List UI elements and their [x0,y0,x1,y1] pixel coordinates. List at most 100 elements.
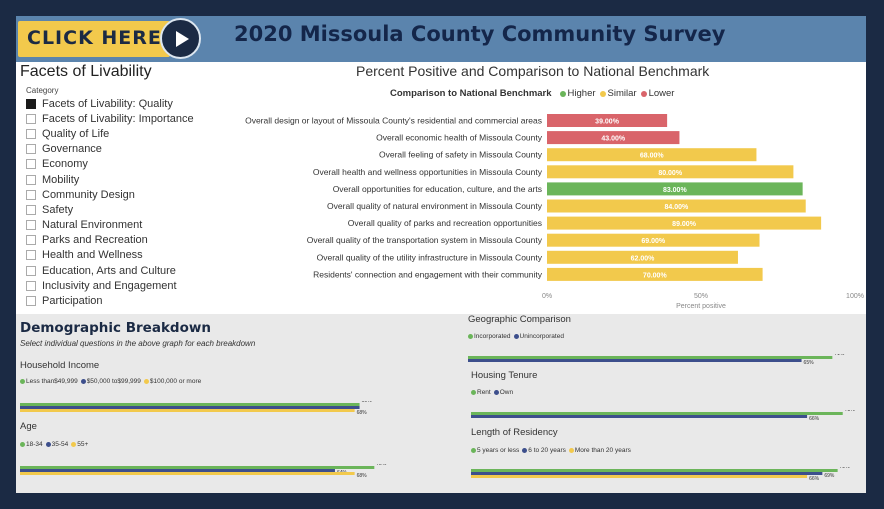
bar[interactable] [471,472,823,475]
filter-checkbox[interactable] [26,220,36,231]
filter-option-label: Mobility [42,173,80,186]
filter-option[interactable]: Natural Environment [26,218,194,233]
legend-swatch [471,448,476,453]
filter-option-label: Quality of Life [42,127,110,140]
bar-value-label: 83.00% [663,187,688,194]
bar[interactable] [547,131,680,145]
filter-option[interactable]: Parks and Recreation [26,233,194,248]
legend-label[interactable]: Own [499,389,514,396]
filter-checkbox[interactable] [26,296,36,307]
residency-title: Length of Residency [471,427,558,438]
bar-value-label: 69% [824,473,835,479]
filter-option[interactable]: Facets of Livability: Quality [26,96,194,111]
bar-value-label: 66% [809,476,820,482]
bar[interactable] [20,403,360,406]
legend-swatch [493,390,499,395]
bar-value-label: 69.00% [641,238,666,245]
filter-checkbox[interactable] [26,265,36,276]
legend-label[interactable]: Less than$49,999 [26,378,78,385]
legend-swatch [568,448,574,453]
bar[interactable] [471,469,838,472]
legend-label[interactable]: $50,000 to$99,999 [86,378,141,385]
income-title: Household Income [20,360,100,371]
filter-option[interactable]: Safety [26,202,194,217]
bar[interactable] [468,359,802,362]
legend-label[interactable]: Unincorporated [519,333,564,340]
legend-swatch [522,448,528,453]
bar[interactable] [547,199,806,213]
bar[interactable] [20,472,355,475]
filter-option[interactable]: Health and Wellness [26,248,194,263]
bar[interactable] [20,469,335,472]
legend-higher-label[interactable]: Higher [567,88,596,99]
filter-option[interactable]: Facets of Livability: Importance [26,111,194,126]
filter-checkbox[interactable] [26,98,36,109]
legend-swatch [513,334,519,339]
category-label: Overall opportunities for education, cul… [333,184,542,194]
bar[interactable] [20,409,355,412]
bar-value-label: 73% [845,410,856,413]
bar[interactable] [547,182,803,196]
bar[interactable] [547,148,757,162]
bar-value-label: 68% [357,410,368,416]
filter-option-label: Economy [42,158,88,171]
filter-checkbox[interactable] [26,128,36,139]
bar[interactable] [471,475,808,478]
age-bar-chart: 72%64%68% [20,464,387,479]
filter-checkbox[interactable] [26,174,36,185]
bar-value-label: 89.00% [672,221,697,228]
bar[interactable] [547,233,760,247]
legend-swatch [45,442,51,447]
bar[interactable] [547,165,794,179]
filter-checkbox[interactable] [26,144,36,155]
filter-option[interactable]: Mobility [26,172,194,187]
filter-option[interactable]: Education, Arts and Culture [26,263,194,278]
filter-checkbox[interactable] [26,113,36,124]
legend-label[interactable]: Incorporated [474,333,511,340]
bar[interactable] [20,466,375,469]
residency-bar-chart: 72% 69% 66% [471,467,851,482]
category-label: Residents' connection and engagement wit… [313,269,543,279]
bar[interactable] [471,412,843,415]
legend-label[interactable]: 18-34 [26,441,43,448]
filter-option[interactable]: Participation [26,293,194,308]
bar[interactable] [547,267,763,281]
click-here-button[interactable]: CLICK HERE [18,21,170,57]
legend-label[interactable]: 6 to 20 years [528,447,566,454]
filter-option[interactable]: Economy [26,157,194,172]
legend-label[interactable]: More than 20 years [574,447,631,454]
legend-label[interactable]: Rent [477,389,491,396]
filter-checkbox[interactable] [26,189,36,200]
filter-checkbox[interactable] [26,204,36,215]
filter-checkbox[interactable] [26,280,36,291]
bar-value-label: 72% [840,467,851,470]
bar-value-label: 68% [357,473,368,479]
legend-similar-label[interactable]: Similar [607,88,637,99]
category-label: Overall quality of parks and recreation … [348,218,542,228]
filter-option-label: Community Design [42,188,135,201]
bar[interactable] [468,356,833,359]
category-label: Overall feeling of safety in Missoula Co… [379,150,543,160]
legend-lower-label[interactable]: Lower [648,88,675,99]
filter-option[interactable]: Community Design [26,187,194,202]
play-icon[interactable] [160,18,201,59]
filter-option[interactable]: Inclusivity and Engagement [26,278,194,293]
legend-label[interactable]: 5 years or less [477,447,520,454]
filter-checkbox[interactable] [26,159,36,170]
legend-label[interactable]: 35-54 [51,441,69,448]
legend-label[interactable]: $100,000 or more [149,378,202,385]
filter-checkbox[interactable] [26,250,36,261]
bar[interactable] [471,415,808,418]
filter-option[interactable]: Quality of Life [26,126,194,141]
filter-option[interactable]: Governance [26,142,194,157]
geo-bar-chart: 71% 65% [468,354,845,366]
legend-swatch [80,379,86,384]
filter-checkbox[interactable] [26,235,36,246]
bar-value-label: 72% [376,464,387,467]
legend-label[interactable]: 55+ [77,441,89,448]
category-filter-list: Facets of Livability: Quality Facets of L… [26,96,194,309]
bar[interactable] [547,216,822,230]
bar[interactable] [547,114,668,127]
bar[interactable] [547,250,738,264]
bar[interactable] [20,406,360,409]
